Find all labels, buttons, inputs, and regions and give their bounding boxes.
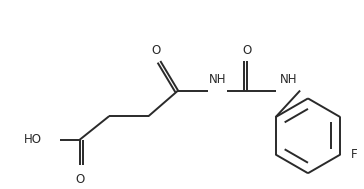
- Text: O: O: [75, 173, 84, 186]
- Text: NH: NH: [209, 73, 226, 86]
- Text: NH: NH: [280, 73, 297, 86]
- Text: O: O: [242, 44, 252, 57]
- Text: HO: HO: [24, 133, 42, 146]
- Text: O: O: [152, 44, 161, 57]
- Text: F: F: [351, 148, 358, 161]
